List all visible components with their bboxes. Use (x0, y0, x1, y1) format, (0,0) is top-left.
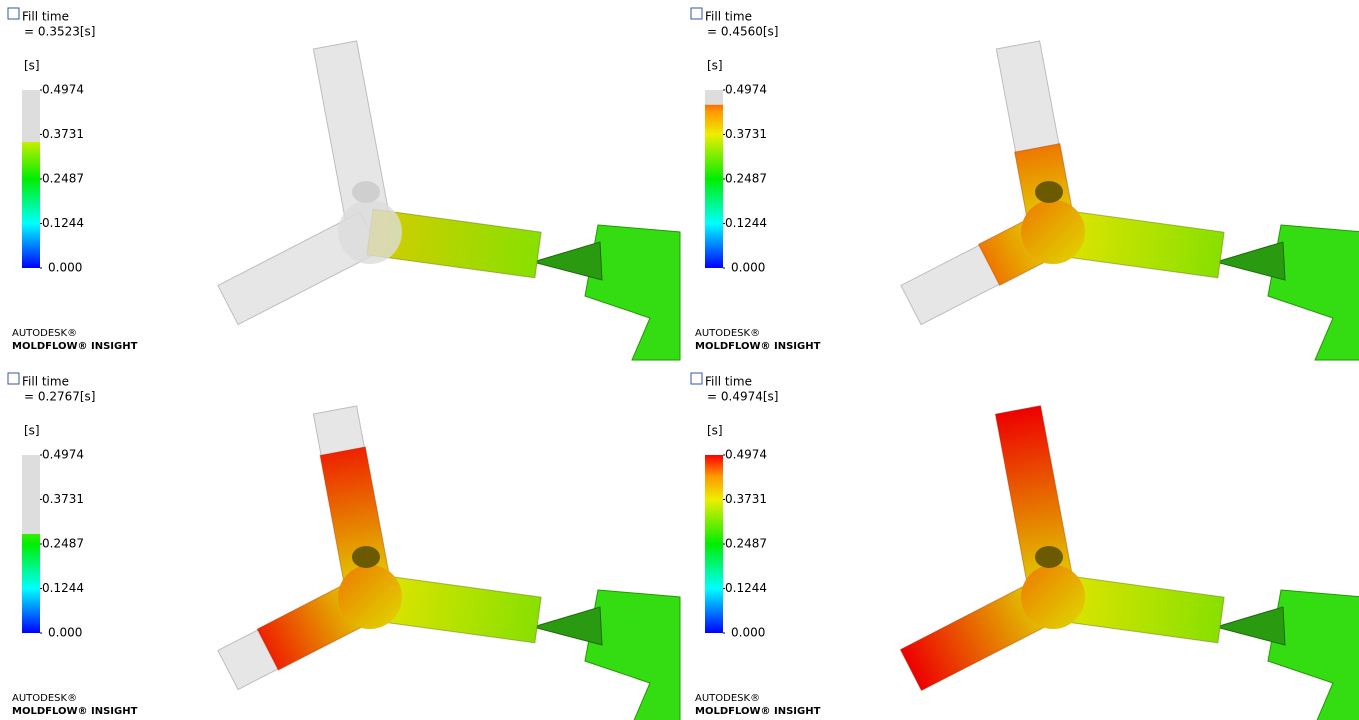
result-panel: Fill time= 0.4974[s] [s]0.4974 0.3731 0.248… (690, 372, 1359, 720)
hub (338, 200, 402, 264)
nozzle-cone (531, 606, 603, 646)
result-panel: Fill time= 0.4560[s] [s]0.4974 0.3731 0.248… (690, 7, 1359, 361)
tick-label: 0.1244 (42, 216, 84, 230)
part-view (900, 40, 1359, 361)
tick-label: 0.4974 (725, 83, 767, 97)
logo-company: AUTODESK® (695, 328, 760, 339)
tick-label: 0.1244 (725, 216, 767, 230)
color-bar (705, 90, 723, 268)
hub-hole (1035, 181, 1063, 203)
tick-label: 0.000 (48, 626, 82, 640)
result-title: Fill time (705, 375, 752, 389)
logo-product: MOLDFLOW® INSIGHT (695, 341, 821, 352)
nozzle-cone (1214, 606, 1286, 646)
result-panel: Fill time= 0.3523[s] [s]0.4974 0.3731 0.248… (7, 7, 681, 361)
part-view (899, 405, 1359, 720)
time-label: = 0.3523[s] (24, 25, 95, 39)
unit-label: [s] (707, 424, 723, 438)
tick-label: 0.2487 (725, 537, 767, 551)
time-label: = 0.4560[s] (707, 25, 778, 39)
tick-label: 0.1244 (42, 581, 84, 595)
hub (338, 565, 402, 629)
result-title: Fill time (22, 10, 69, 24)
unit-label: [s] (24, 424, 40, 438)
tick-label: 0.000 (48, 261, 82, 275)
logo-product: MOLDFLOW® INSIGHT (12, 706, 138, 717)
part-view (217, 40, 681, 361)
tick-label: 0.000 (731, 261, 765, 275)
injection-block (584, 589, 681, 720)
logo-product: MOLDFLOW® INSIGHT (695, 706, 821, 717)
logo-product: MOLDFLOW® INSIGHT (12, 341, 138, 352)
nozzle-cone (1214, 241, 1286, 281)
injection-block (584, 224, 681, 361)
nozzle-cone (531, 241, 603, 281)
logo-company: AUTODESK® (12, 693, 77, 704)
tick-label: 0.000 (731, 626, 765, 640)
unit-label: [s] (707, 59, 723, 73)
color-bar (705, 455, 723, 633)
tick-label: 0.4974 (725, 448, 767, 462)
hub-hole (352, 546, 380, 568)
tick-label: 0.4974 (42, 83, 84, 97)
hub-hole (352, 181, 380, 203)
unfilled-range (22, 90, 40, 142)
result-panel: Fill time= 0.2767[s] [s]0.4974 0.3731 0.248… (7, 372, 681, 720)
tick-label: 0.3731 (42, 127, 84, 141)
tick-label: 0.3731 (725, 492, 767, 506)
injection-block (1267, 589, 1359, 720)
hub (1021, 200, 1085, 264)
logo-company: AUTODESK® (695, 693, 760, 704)
part-view (217, 405, 681, 720)
hub-hole (1035, 546, 1063, 568)
unfilled-range (22, 455, 40, 534)
result-icon (7, 372, 20, 385)
tick-label: 0.2487 (725, 172, 767, 186)
tick-label: 0.3731 (725, 127, 767, 141)
time-label: = 0.2767[s] (24, 390, 95, 404)
result-title: Fill time (705, 10, 752, 24)
unit-label: [s] (24, 59, 40, 73)
time-label: = 0.4974[s] (707, 390, 778, 404)
tick-label: 0.2487 (42, 537, 84, 551)
hub (1021, 565, 1085, 629)
result-icon (690, 7, 703, 20)
unfilled-range (705, 90, 723, 105)
result-icon (7, 7, 20, 20)
result-title: Fill time (22, 375, 69, 389)
result-icon (690, 372, 703, 385)
tick-label: 0.2487 (42, 172, 84, 186)
tick-label: 0.3731 (42, 492, 84, 506)
logo-company: AUTODESK® (12, 328, 77, 339)
tick-label: 0.1244 (725, 581, 767, 595)
tick-label: 0.4974 (42, 448, 84, 462)
injection-block (1267, 224, 1359, 361)
